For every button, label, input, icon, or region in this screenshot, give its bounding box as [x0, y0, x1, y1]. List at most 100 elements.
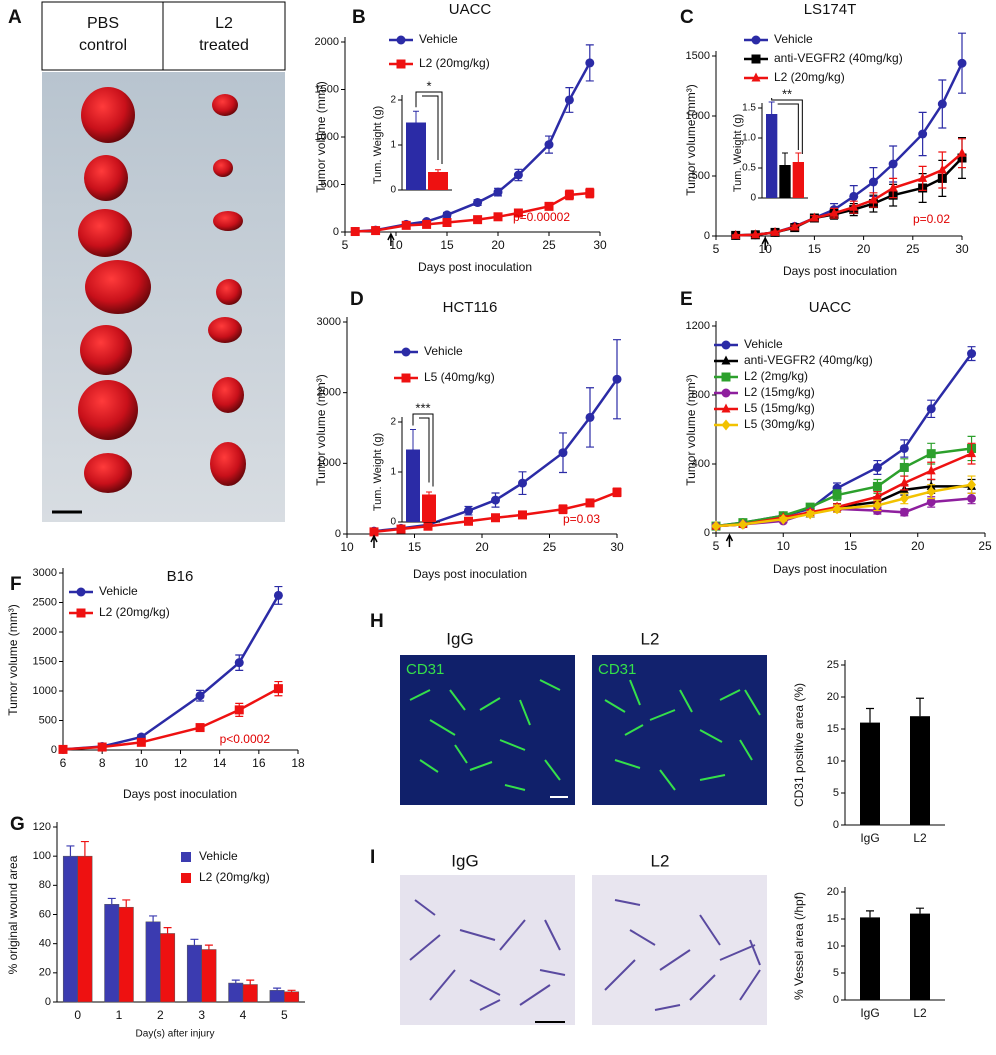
y-tick-label: 0 [390, 185, 396, 196]
bar [406, 449, 420, 522]
annotation: p=0.00002 [513, 210, 570, 224]
legend-label: Vehicle [744, 337, 783, 351]
legend-swatch [181, 852, 191, 862]
y-tick-label: 2000 [315, 36, 339, 48]
data-point [442, 210, 452, 220]
error-bar [231, 979, 240, 984]
y-tick-label: 1000 [33, 685, 57, 697]
error-bar [122, 899, 131, 908]
data-point [805, 508, 815, 520]
significance-bracket [412, 413, 434, 487]
y-tick-label: 0 [833, 994, 839, 1006]
vessels [409, 679, 761, 791]
error-bar [916, 697, 924, 717]
x-axis-label: Days post inoculation [418, 260, 532, 274]
x-tick-label: 20 [475, 540, 489, 554]
error-bar [80, 840, 89, 857]
data-point [585, 58, 595, 68]
legend-marker [396, 35, 406, 45]
data-point [832, 503, 842, 515]
data-point [423, 521, 433, 531]
x-tick-label: 30 [593, 238, 607, 252]
data-point [195, 723, 205, 733]
error-bar [426, 491, 432, 495]
series-line [735, 152, 963, 237]
legend-label: anti-VEGFR2 (40mg/kg) [744, 353, 873, 367]
y-tick-label: 1500 [33, 655, 57, 667]
bar [201, 949, 217, 1003]
x-tick-label: 15 [808, 242, 822, 256]
bar [422, 494, 436, 522]
data-point [493, 187, 503, 197]
bar [860, 722, 880, 825]
chart-title: B16 [167, 568, 194, 585]
x-tick-label: 14 [213, 756, 227, 770]
y-tick-label: 1 [390, 140, 396, 151]
data-point [967, 494, 977, 503]
legend-marker [751, 35, 761, 45]
micrograph [592, 875, 767, 1025]
error-bar [107, 897, 116, 905]
bar [269, 990, 285, 1003]
bar [406, 122, 426, 190]
x-tick-label: 10 [777, 539, 791, 553]
image-label: IgG [451, 851, 478, 870]
y-tick-label: 0 [750, 193, 756, 204]
panel-letter: H [370, 611, 384, 632]
data-point [926, 497, 936, 507]
error-bar [866, 910, 874, 918]
x-axis-label: Days post inoculation [773, 562, 887, 576]
y-tick-label: 3000 [33, 567, 57, 579]
chart-title: UACC [809, 299, 852, 316]
annotation: p=0.03 [563, 512, 600, 526]
legend-marker [76, 608, 86, 618]
data-point [464, 506, 473, 516]
data-point [442, 218, 452, 227]
y-tick-label: 25 [827, 659, 839, 671]
data-point [809, 212, 819, 222]
x-axis-label: Days post inoculation [413, 567, 527, 581]
photo [42, 72, 285, 522]
bar [186, 944, 202, 1003]
legend-marker [751, 72, 761, 82]
y-tick-label: 0 [704, 527, 710, 539]
data-point [513, 170, 523, 180]
cells [409, 899, 761, 1011]
x-tick-label: 25 [978, 539, 992, 553]
data-point [396, 524, 406, 534]
y-tick-label: 2 [390, 417, 396, 428]
data-point [738, 518, 748, 530]
bar [77, 855, 93, 1003]
x-axis-label: Days post inoculation [123, 787, 237, 801]
data-point [273, 590, 283, 600]
data-point [711, 520, 721, 532]
image-label: L2 [651, 851, 670, 870]
data-point [585, 498, 595, 508]
y-axis-label: Tumor volume (mm³) [6, 604, 20, 716]
y-tick-label: 2 [390, 95, 396, 106]
y-tick-label: 0 [45, 996, 51, 1008]
y-tick-label: 80 [39, 879, 51, 891]
data-point [899, 477, 909, 487]
y-tick-label: 0 [333, 226, 339, 238]
data-point [872, 481, 882, 491]
significance: ** [782, 86, 792, 101]
legend-marker [721, 419, 731, 431]
series-line [62, 594, 280, 751]
arrow [761, 236, 769, 250]
legend-marker [721, 403, 731, 413]
data-point [872, 491, 882, 501]
x-tick-label: 5 [713, 242, 720, 256]
inset-y-label: Tum. Weight (g) [372, 433, 384, 511]
data-point [770, 226, 780, 236]
data-point [849, 201, 859, 211]
y-tick-label: 120 [33, 821, 51, 833]
data-point [473, 215, 483, 225]
data-point [888, 182, 898, 192]
arrow [387, 232, 395, 246]
data-point [473, 198, 483, 208]
error-bar [410, 429, 416, 450]
y-tick-label: 2000 [33, 626, 57, 638]
data-point [899, 443, 909, 453]
